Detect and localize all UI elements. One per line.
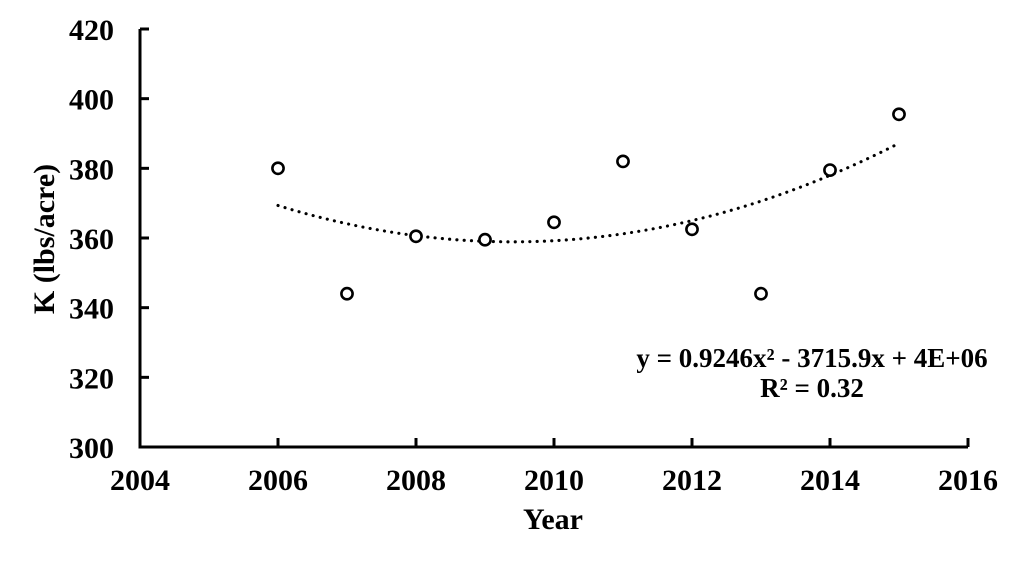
x-tick-label: 2014 bbox=[800, 464, 860, 497]
y-tick-label: 320 bbox=[69, 362, 114, 395]
data-point bbox=[892, 107, 906, 122]
y-axis-title: K (lbs/acre) bbox=[28, 163, 61, 315]
trendline-equation: y = 0.9246x² - 3715.9x + 4E+06 bbox=[636, 343, 988, 373]
x-tick-label: 2012 bbox=[662, 464, 722, 497]
x-tick-label: 2008 bbox=[386, 464, 446, 497]
trendline-path bbox=[276, 141, 901, 244]
y-tick-label: 340 bbox=[69, 293, 114, 326]
data-point bbox=[340, 286, 354, 301]
x-tick-label: 2010 bbox=[524, 464, 584, 497]
data-point bbox=[754, 286, 768, 301]
x-tick-label: 2004 bbox=[110, 464, 170, 497]
data-point bbox=[547, 215, 561, 230]
trendline-annotation: y = 0.9246x² - 3715.9x + 4E+06 R² = 0.32 bbox=[612, 343, 1012, 403]
r-squared-label: R² = 0.32 bbox=[760, 373, 864, 403]
y-tick-label: 400 bbox=[69, 84, 114, 117]
x-axis-title: Year bbox=[523, 503, 583, 536]
y-tick-label: 420 bbox=[69, 14, 114, 47]
x-tick-label: 2006 bbox=[248, 464, 308, 497]
y-tick-label: 380 bbox=[69, 153, 114, 186]
data-point bbox=[616, 154, 630, 169]
data-point bbox=[409, 229, 423, 244]
x-tick-label: 2016 bbox=[938, 464, 998, 497]
y-tick-label: 300 bbox=[69, 432, 114, 465]
data-point bbox=[685, 222, 699, 237]
y-tick-label: 360 bbox=[69, 223, 114, 256]
data-point bbox=[823, 163, 837, 177]
data-point bbox=[478, 232, 492, 247]
data-point bbox=[271, 161, 285, 176]
